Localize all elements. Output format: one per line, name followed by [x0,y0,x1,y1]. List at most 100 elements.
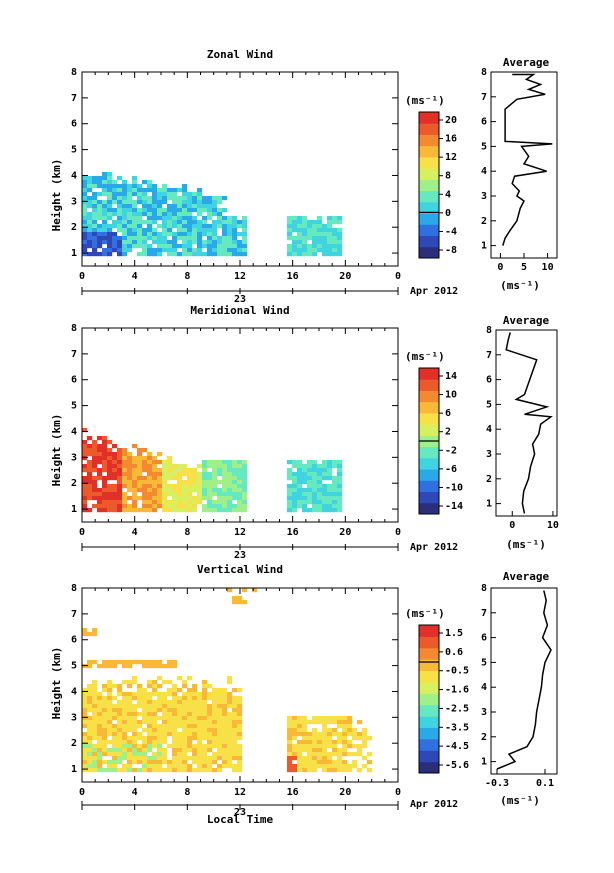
y-tick-label: 5 [71,401,77,412]
y-tick-label: 2 [71,738,77,749]
average-x-ticks: 0 10 [509,511,559,531]
average-y-tick-label: 1 [481,241,487,252]
colorbar-cell [419,704,439,717]
average-y-tick-label: 2 [481,732,487,743]
average-profile-line [505,332,553,514]
colorbar-cell [419,201,439,214]
date-label: Apr 2012 [410,542,458,553]
y-tick-label: 7 [71,609,77,620]
colorbar-cell [419,750,439,763]
y-tick-label: 1 [71,764,77,775]
colorbar-tick-label: -5.6 [445,760,469,771]
colorbar-tick-label: 0.6 [445,647,463,658]
colorbar-tick-label: 20 [445,115,457,126]
y-tick-label: 5 [71,145,77,156]
colorbar-cell [419,368,439,380]
average-y-tick-label: 3 [486,449,492,460]
average-y-tick-label: 7 [481,92,487,103]
x-tick-label: 8 [184,271,190,282]
average-y-tick-label: 2 [481,216,487,227]
day-label: 23 [234,550,246,561]
date-axis: 23 Apr 2012 [81,542,458,561]
x-ticks: 0 4 8 12 16 20 0 [79,72,401,294]
colorbar-tick-label: 10 [445,390,457,401]
colorbar-tick-label: -2 [445,445,457,456]
colorbar-cell [419,123,439,135]
average-y-tick-label: 3 [481,191,487,202]
average-x-label: (ms⁻¹) [506,538,546,551]
colorbar-cell [419,636,439,649]
x-tick-label: 20 [339,787,351,798]
colorbar-tick-label: 2 [445,427,451,438]
average-x-tick-label: 0 [497,262,503,273]
panel-title: Meridional Wind [190,304,289,317]
average-y-ticks: 1 2 3 4 5 6 7 8 [481,583,496,768]
y-tick-label: 2 [71,478,77,489]
heatmap-field [82,172,343,257]
x-tick-label: 4 [132,787,138,798]
colorbar-cell [419,457,439,470]
y-axis-label: Height (km) [50,414,63,487]
colorbar-cell [419,213,439,225]
average-x-tick-label: -0.3 [485,778,509,789]
colorbar-cell [419,480,439,493]
x-axis-label: Local Time [207,813,274,826]
colorbar-cell [419,647,439,660]
colorbar-tick-label: -4 [445,226,457,237]
y-tick-label: 4 [71,170,77,181]
colorbar-tick-label: -14 [445,501,463,512]
colorbar: 20 16 12 8 4 0 -4 -8 [418,111,457,259]
colorbar-cell [419,179,439,192]
y-tick-label: 3 [71,452,77,463]
y-tick-label: 1 [71,504,77,515]
x-tick-label: 16 [287,787,299,798]
average-x-tick-label: 5 [521,262,527,273]
colorbar-cell [419,738,439,751]
average-y-tick-label: 5 [481,657,487,668]
colorbar-tick-label: 14 [445,371,457,382]
colorbar-cell [419,693,439,706]
x-tick-label: 8 [184,527,190,538]
colorbar-tick-label: 0 [445,208,451,219]
colorbar-cell [419,446,439,459]
average-profile: Average 1 2 3 4 5 6 7 8 -0.3 0.1 (ms⁻¹) [481,570,558,807]
average-x-tick-label: 10 [547,520,559,531]
y-axis-label: Height (km) [50,647,63,720]
y-ticks: 1 2 3 4 5 6 7 8 [71,67,398,259]
average-profile: Average 1 2 3 4 5 6 7 8 0 5 10 (ms⁻¹) [481,56,558,292]
x-tick-label: 4 [132,527,138,538]
average-x-label: (ms⁻¹) [500,794,540,807]
average-x-tick-label: 0.1 [536,778,554,789]
colorbar-tick-label: 1.5 [445,628,463,639]
y-tick-label: 6 [71,119,77,130]
colorbar-cell [419,761,439,774]
average-frame [490,71,558,259]
y-tick-label: 1 [71,248,77,259]
y-tick-label: 8 [71,67,77,78]
average-x-label: (ms⁻¹) [500,279,540,292]
average-y-tick-label: 7 [486,350,492,361]
colorbar-cell [419,134,439,147]
average-y-tick-label: 6 [481,117,487,128]
colorbar-tick-label: -4.5 [445,741,469,752]
date-axis: 23 Apr 2012 [81,286,458,305]
y-tick-label: 6 [71,635,77,646]
y-tick-label: 7 [71,349,77,360]
x-tick-label: 12 [234,787,246,798]
x-tick-label: 0 [79,527,85,538]
day-label: 23 [234,807,246,818]
colorbar-cell [419,235,439,248]
colorbar-tick-label: 4 [445,189,451,200]
colorbar-tick-label: -0.5 [445,666,469,677]
average-y-tick-label: 1 [481,757,487,768]
average-frame [490,587,558,775]
colorbar-cell [419,390,439,403]
colorbar-cell [419,491,439,504]
colorbar-cell [419,424,439,436]
colorbar-tick-label: -6 [445,464,457,475]
y-tick-label: 3 [71,196,77,207]
date-label: Apr 2012 [410,286,458,297]
average-frame [495,329,558,517]
